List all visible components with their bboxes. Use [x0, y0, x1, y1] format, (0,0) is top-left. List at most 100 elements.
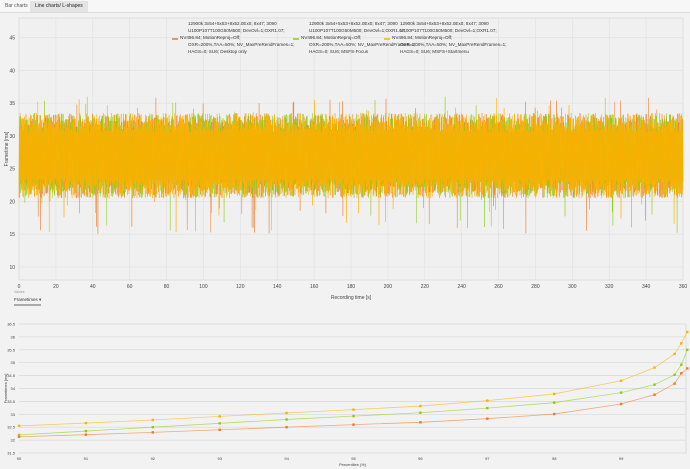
x-tick-label: 60: [127, 284, 133, 290]
data-point: [419, 421, 422, 424]
x-tick-label: 0: [18, 284, 21, 290]
x-axis-title: Recording time [s]: [331, 295, 372, 300]
y-tick-label: 36.5: [7, 322, 16, 327]
data-point: [84, 429, 88, 433]
tab-line-charts[interactable]: Line charts/ L-shapes: [30, 1, 88, 12]
y-axis-title: Frametimes [ms]: [3, 374, 8, 404]
x-tick-label: 360: [679, 284, 688, 290]
y-axis-title: Frametime [ms]: [4, 131, 10, 166]
data-point: [17, 435, 21, 438]
data-point: [653, 366, 656, 369]
data-point: [619, 379, 623, 382]
y-tick-label: 45: [9, 36, 15, 42]
x-tick-label: 98: [552, 456, 557, 461]
x-tick-label: 240: [457, 284, 466, 290]
data-point: [17, 424, 21, 428]
legend-text: NV496.84; MotionReproj=Off;: [392, 35, 452, 40]
percentile-line-1: [18, 368, 688, 438]
data-point: [680, 342, 683, 345]
data-point: [686, 348, 689, 351]
x-tick-label: 140: [273, 284, 282, 290]
x-tick-label: 91: [84, 456, 89, 461]
percentile-line-3: [18, 331, 688, 427]
x-tick-label: 93: [217, 456, 222, 461]
legend-item: 12900k 3x54+5x53+8x52.0Ex0; 8x47; 3090 U1…: [293, 21, 416, 54]
legend-text: U100P107T100G50M500; DevOvl=1;OXR1.07;: [309, 28, 406, 33]
x-tick-label: 260: [494, 284, 503, 290]
y-tick-label: 35: [11, 360, 16, 365]
x-tick-label: 92: [151, 456, 156, 461]
legend-text: NV496.84; MotionReproj=Off;: [180, 35, 240, 40]
data-point: [686, 330, 689, 334]
data-point: [653, 393, 656, 396]
y-tick-label: 10: [9, 265, 15, 271]
y-tick-label: 40: [9, 68, 15, 74]
data-point: [486, 417, 489, 420]
data-point: [686, 367, 689, 370]
legend-text: HAGS=0; SU6; MSFS-Focus: [309, 49, 369, 54]
y-tick-label: 20: [9, 199, 15, 205]
legend-text: NV496.84; MotionReproj=Off;: [301, 35, 361, 40]
data-point: [151, 426, 154, 429]
legend-text: U100P107T100G50M500; DevOvl=1;OXR1.07;: [188, 28, 285, 33]
legend-text: HAGS=0; SU6; Desktop only: [188, 49, 248, 54]
frametime-chart: 0 20 40 60 80 100 120 140 160 180 200 220 240 260 280 3…: [4, 17, 688, 300]
x-tick-label: 99: [619, 456, 624, 461]
y-tick-label: 35.5: [7, 347, 16, 352]
y-tick-label: 36: [11, 334, 16, 339]
legend-text: 12900k 3x54+5x53+8x52.0Ex0; 8x47; 3090: [309, 21, 398, 26]
y-tick-label: 34: [11, 386, 16, 391]
data-point: [619, 402, 623, 406]
x-tick-label: 97: [485, 456, 490, 461]
legend-item: 12900k 3x54+5x53+8x52.0Ex0; 8x47; 3090 U1…: [172, 21, 295, 54]
legend-text: 12900k 3x54+5x53+8x52.0Ex0; 8x47; 3090: [400, 21, 489, 26]
chevron-down-icon: ▾: [39, 297, 42, 302]
values-label: Values: [14, 290, 25, 294]
data-point: [218, 415, 221, 418]
data-point: [419, 404, 422, 408]
metric-dropdown[interactable]: Frametimes ▾: [14, 297, 42, 306]
x-tick-label: 94: [284, 456, 289, 461]
x-tick-label: 220: [421, 284, 430, 290]
data-point: [553, 392, 556, 396]
y-tick-label: 30: [9, 134, 15, 140]
legend-text: OXR=200%,TAA=50%; NV_MaxPreRendFrames=1;: [400, 42, 507, 47]
y-tick-label: 15: [9, 232, 15, 238]
legend-item: 12900k 3x54+5x53+8x52.0Ex0; 8x47; 3090 U1…: [384, 21, 507, 54]
legend-text: 12900k 3x54+5x53+8x52.0Ex0; 8x47; 3090: [188, 21, 277, 26]
x-tick-label: 96: [418, 456, 423, 461]
data-point: [285, 418, 288, 421]
y-tick-label: 31.5: [7, 451, 16, 456]
x-tick-label: 120: [236, 284, 245, 290]
data-point: [218, 428, 221, 431]
metric-select-value: Frametimes: [14, 297, 38, 302]
data-point: [619, 391, 623, 394]
percentile-chart: 31.5 32 32.5 33 33.5 34 34.5 35 35.5 36 36.5 90 91 92…: [3, 322, 689, 467]
y-tick-label: 34.5: [7, 373, 16, 378]
x-tick-label: 340: [642, 284, 651, 290]
x-tick-label: 95: [351, 456, 356, 461]
x-axis-title: Percentiles (%): [339, 462, 367, 467]
legend-text: HAGS=0; SU6; MSFS+Startmenu: [400, 49, 469, 54]
data-point: [680, 372, 683, 375]
data-point: [673, 373, 676, 377]
tab-bar-charts[interactable]: Bar charts: [5, 3, 28, 9]
data-point: [680, 363, 683, 366]
data-point: [673, 382, 676, 385]
legend-text: U100P107T100G50M500; DevOvl=1;OXR1.07;: [400, 28, 497, 33]
data-point: [17, 433, 21, 437]
data-point: [352, 414, 355, 418]
x-tick-label: 200: [384, 284, 393, 290]
x-tick-label: 80: [164, 284, 170, 290]
x-tick-label: 300: [568, 284, 577, 290]
x-tick-label: 180: [347, 284, 356, 290]
y-tick-label: 32: [11, 438, 16, 443]
x-tick-label: 90: [17, 456, 22, 461]
x-tick-label: 160: [310, 284, 319, 290]
x-tick-label: 40: [90, 284, 96, 290]
data-point: [218, 422, 221, 425]
data-point: [285, 426, 288, 429]
x-tick-label: 320: [605, 284, 614, 290]
data-point: [673, 352, 676, 356]
data-point: [151, 418, 154, 422]
